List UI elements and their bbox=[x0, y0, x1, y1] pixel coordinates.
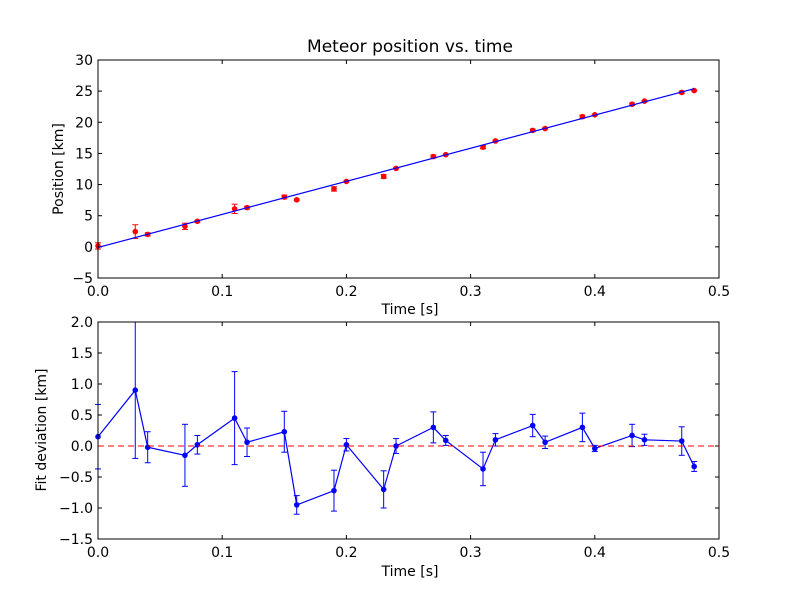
deviation-x-tick-label: 0.0 bbox=[87, 545, 109, 561]
position-y-tick-label: 10 bbox=[75, 178, 93, 194]
position-y-tick-label: 30 bbox=[75, 53, 93, 69]
position-x-tick-label: 0.4 bbox=[584, 284, 606, 300]
deviation-data-point bbox=[331, 487, 337, 494]
position-y-tick-label: 5 bbox=[84, 209, 93, 225]
deviation-data-point bbox=[529, 422, 536, 429]
deviation-data-point bbox=[393, 443, 399, 449]
deviation-data-point bbox=[293, 502, 300, 508]
deviation-y-tick-label: 0.5 bbox=[71, 408, 93, 424]
deviation-y-tick-label: 1.5 bbox=[71, 346, 93, 362]
deviation-y-tick-label: −1.5 bbox=[59, 532, 93, 548]
deviation-x-tick-label: 0.3 bbox=[459, 545, 481, 561]
position-x-tick-label: 0.2 bbox=[335, 284, 357, 300]
deviation-y-tick-label: −1.0 bbox=[59, 501, 93, 517]
deviation-data-point bbox=[691, 463, 697, 470]
deviation-plot-frame bbox=[97, 321, 720, 540]
position-plot-frame bbox=[97, 59, 720, 279]
deviation-data-point bbox=[182, 452, 188, 459]
position-x-tick-label: 0.1 bbox=[211, 284, 233, 300]
deviation-data-point bbox=[380, 486, 387, 493]
deviation-x-tick-label: 0.1 bbox=[211, 545, 233, 561]
deviation-data-point bbox=[244, 439, 250, 446]
deviation-y-tick-label: 0.0 bbox=[71, 439, 93, 455]
deviation-data-point bbox=[343, 441, 350, 448]
deviation-data-point bbox=[442, 437, 449, 444]
position-x-tick-label: 0.5 bbox=[708, 284, 730, 300]
position-data-point bbox=[132, 228, 139, 235]
deviation-x-tick-label: 0.5 bbox=[708, 545, 730, 561]
deviation-data-point bbox=[430, 424, 437, 431]
position-y-tick-label: 0 bbox=[84, 240, 93, 256]
deviation-data-point bbox=[492, 437, 499, 443]
deviation-x-tick-label: 0.4 bbox=[584, 545, 606, 561]
deviation-y-axis-label: Fit deviation [km] bbox=[34, 368, 50, 491]
position-fit-line bbox=[97, 88, 695, 249]
position-chart-title: Meteor position vs. time bbox=[307, 37, 513, 57]
deviation-x-tick-label: 0.2 bbox=[335, 545, 357, 561]
position-y-tick-label: 25 bbox=[75, 84, 93, 100]
deviation-y-tick-label: 1.0 bbox=[71, 377, 93, 393]
deviation-x-axis-label: Time [s] bbox=[381, 564, 439, 580]
position-y-axis-label: Position [km] bbox=[51, 123, 67, 215]
position-data-point bbox=[293, 197, 300, 203]
deviation-data-point bbox=[592, 445, 598, 452]
deviation-data-point bbox=[231, 415, 238, 421]
position-y-tick-label: 20 bbox=[75, 115, 93, 131]
position-x-tick-label: 0.3 bbox=[459, 284, 481, 300]
position-data-point bbox=[380, 173, 387, 180]
deviation-data-point bbox=[641, 437, 648, 443]
deviation-y-tick-label: −0.5 bbox=[59, 470, 93, 486]
deviation-data-point bbox=[281, 428, 288, 435]
deviation-data-point bbox=[579, 424, 586, 431]
deviation-subplot: 0.0 0.1 0.2 0.3 0.4 0.5 −1.5 −1.0 −0.5 0.0 0.5 1.0 1… bbox=[34, 315, 730, 580]
position-x-tick-label: 0.0 bbox=[87, 284, 109, 300]
position-y-tick-label: −5 bbox=[72, 271, 93, 287]
position-subplot: Meteor position vs. time 0.0 0.1 0.2 0.3 0.4… bbox=[51, 37, 730, 318]
deviation-data-point bbox=[132, 387, 139, 394]
deviation-data-point bbox=[678, 438, 685, 444]
position-data-point bbox=[331, 186, 337, 192]
deviation-y-tick-label: 2.0 bbox=[71, 315, 93, 331]
deviation-data-point bbox=[629, 432, 635, 439]
position-x-axis-label: Time [s] bbox=[381, 302, 439, 318]
deviation-data-point bbox=[480, 466, 486, 472]
position-y-tick-label: 15 bbox=[75, 146, 93, 162]
deviation-data-point bbox=[542, 439, 548, 446]
